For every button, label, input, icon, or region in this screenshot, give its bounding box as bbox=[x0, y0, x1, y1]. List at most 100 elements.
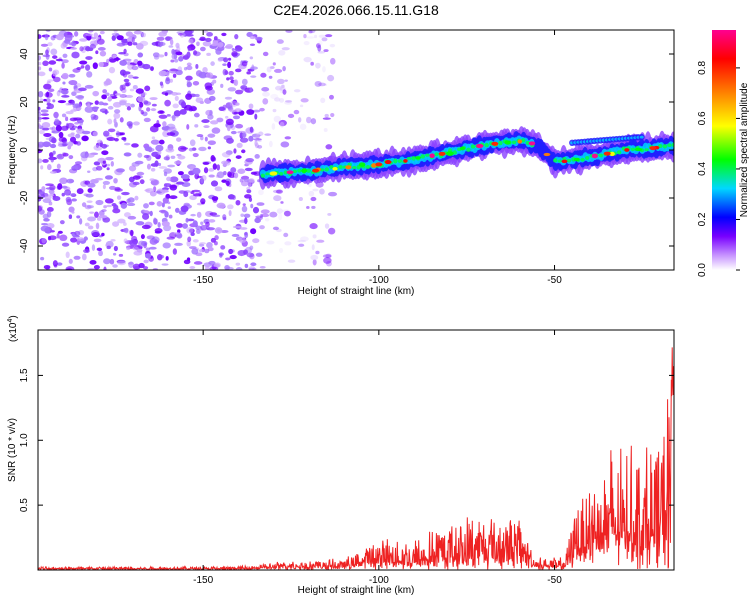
noise-blob bbox=[221, 179, 227, 183]
noise-blob bbox=[259, 225, 265, 230]
noise-blob bbox=[135, 88, 144, 94]
noise-blob bbox=[261, 213, 270, 218]
track-band bbox=[320, 168, 325, 172]
noise-blob bbox=[38, 141, 45, 148]
spectrogram-xtick-label: -150 bbox=[193, 275, 213, 286]
track-band bbox=[306, 168, 311, 173]
noise-blob bbox=[255, 132, 265, 136]
noise-blob bbox=[190, 232, 195, 236]
noise-blob bbox=[119, 117, 124, 123]
noise-blob bbox=[165, 76, 170, 82]
noise-blob bbox=[124, 142, 131, 146]
noise-blob bbox=[272, 62, 276, 66]
chart-title: C2E4.2026.066.15.11.G18 bbox=[273, 2, 439, 18]
noise-blob bbox=[178, 56, 184, 62]
noise-blob bbox=[260, 209, 270, 214]
noise-blob bbox=[61, 192, 65, 197]
noise-blob bbox=[38, 61, 42, 66]
noise-blob bbox=[114, 109, 121, 114]
noise-blob bbox=[52, 55, 58, 59]
noise-blob bbox=[232, 115, 241, 120]
track-band bbox=[411, 155, 416, 161]
noise-blob bbox=[68, 80, 78, 86]
colorbar-bar bbox=[712, 30, 736, 270]
noise-blob bbox=[303, 56, 312, 63]
noise-blob bbox=[279, 97, 285, 103]
noise-blob bbox=[325, 144, 333, 150]
noise-blob bbox=[65, 196, 72, 203]
noise-blob bbox=[262, 98, 269, 105]
noise-blob bbox=[318, 40, 323, 46]
noise-blob bbox=[154, 227, 163, 234]
noise-blob bbox=[120, 202, 128, 209]
noise-blob bbox=[116, 168, 125, 173]
noise-blob bbox=[227, 172, 236, 179]
noise-blob bbox=[48, 60, 57, 65]
track-branch-core bbox=[639, 135, 644, 139]
noise-blob bbox=[330, 57, 336, 65]
noise-blob bbox=[55, 125, 62, 132]
noise-blob bbox=[227, 57, 232, 61]
noise-blob bbox=[44, 195, 52, 200]
noise-blob bbox=[87, 188, 93, 193]
noise-blob bbox=[46, 210, 52, 218]
noise-blob bbox=[112, 221, 120, 227]
noise-blob bbox=[246, 252, 255, 258]
noise-blob bbox=[231, 233, 240, 237]
noise-blob bbox=[157, 41, 166, 47]
noise-blob bbox=[92, 62, 98, 70]
noise-blob bbox=[38, 55, 42, 61]
noise-blob bbox=[137, 60, 143, 66]
noise-blob bbox=[208, 260, 216, 265]
noise-blob bbox=[228, 209, 232, 217]
noise-blob bbox=[310, 196, 317, 202]
track-band bbox=[406, 157, 412, 161]
noise-blob bbox=[146, 147, 155, 152]
track-peak bbox=[517, 139, 523, 144]
noise-blob bbox=[59, 234, 68, 242]
noise-blob bbox=[213, 263, 221, 268]
noise-blob bbox=[40, 43, 49, 47]
noise-blob bbox=[193, 112, 200, 118]
noise-blob bbox=[250, 228, 257, 235]
noise-blob bbox=[284, 99, 293, 103]
noise-blob bbox=[126, 36, 134, 43]
noise-blob bbox=[45, 98, 51, 104]
noise-blob bbox=[86, 71, 93, 78]
noise-blob bbox=[149, 210, 153, 217]
noise-blob bbox=[111, 32, 119, 36]
noise-blob bbox=[186, 240, 191, 247]
noise-blob bbox=[99, 108, 108, 113]
noise-blob bbox=[109, 258, 115, 265]
noise-blob bbox=[256, 202, 265, 206]
noise-blob bbox=[113, 112, 121, 119]
noise-blob bbox=[154, 160, 159, 167]
noise-blob bbox=[246, 71, 251, 75]
noise-blob bbox=[101, 232, 105, 237]
noise-blob bbox=[180, 174, 190, 180]
track-band bbox=[630, 147, 636, 152]
noise-blob bbox=[43, 132, 52, 137]
spectrogram-ytick-label: -20 bbox=[19, 190, 30, 205]
noise-blob bbox=[205, 221, 210, 227]
noise-blob bbox=[166, 113, 171, 117]
noise-blob bbox=[328, 191, 338, 197]
noise-blob bbox=[108, 66, 116, 74]
noise-blob bbox=[266, 66, 272, 73]
noise-blob bbox=[70, 132, 75, 135]
noise-blob bbox=[94, 100, 99, 105]
noise-blob bbox=[103, 80, 111, 85]
noise-blob bbox=[176, 223, 184, 228]
noise-blob bbox=[189, 195, 197, 201]
noise-blob bbox=[68, 42, 77, 46]
noise-blob bbox=[91, 106, 99, 112]
noise-blob bbox=[38, 34, 42, 39]
noise-blob bbox=[111, 35, 116, 41]
track-peak bbox=[358, 162, 366, 167]
noise-blob bbox=[103, 266, 107, 270]
noise-blob bbox=[274, 97, 281, 102]
noise-blob bbox=[101, 143, 108, 149]
noise-blob bbox=[223, 135, 233, 141]
track-band bbox=[616, 150, 622, 155]
noise-blob bbox=[315, 62, 321, 69]
